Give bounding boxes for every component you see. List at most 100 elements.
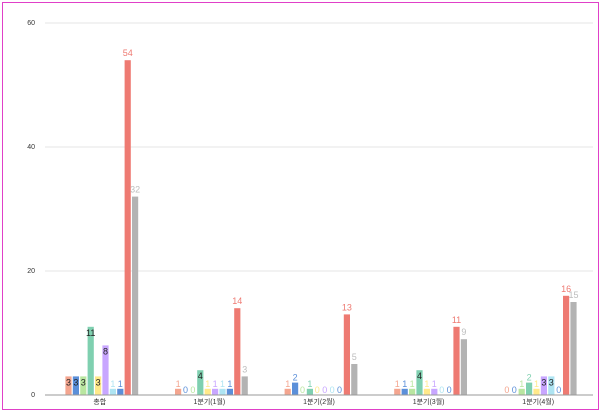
bar xyxy=(65,376,72,395)
bar-value-label: 1 xyxy=(402,379,407,389)
bar-value-label: 1 xyxy=(220,379,225,389)
bar-value-label: 1 xyxy=(227,379,232,389)
bar-value-label: 1 xyxy=(285,379,290,389)
y-tick-label: 40 xyxy=(27,144,35,151)
bar xyxy=(72,376,79,395)
bar-value-label: 14 xyxy=(232,296,242,306)
bar-value-label: 0 xyxy=(504,385,509,395)
x-axis-ticks: 총합 1분기(1월) 1분기(2월) 1분기(3월) 1분기(4월) xyxy=(93,397,554,406)
x-tick-label: 1분기(3월) xyxy=(413,397,445,406)
bar-value-label: 3 xyxy=(242,364,247,374)
bar xyxy=(343,314,350,395)
bar-value-label: 9 xyxy=(461,327,466,337)
bar xyxy=(109,388,116,395)
bar-value-label: 2 xyxy=(527,373,532,383)
bar xyxy=(102,345,109,395)
x-tick-label: 1분기(1월) xyxy=(194,397,226,406)
bar-value-label: 0 xyxy=(556,385,561,395)
bar-value-label: 32 xyxy=(130,185,140,195)
y-tick-label: 20 xyxy=(27,268,35,275)
bar xyxy=(226,388,233,395)
bar xyxy=(284,388,291,395)
bar-value-label: 3 xyxy=(541,377,546,387)
bar xyxy=(460,339,467,395)
bar-value-label: 4 xyxy=(417,371,422,381)
bar xyxy=(197,370,204,395)
x-tick-label: 총합 xyxy=(93,397,106,406)
bar-value-label: 0 xyxy=(337,385,342,395)
bar-value-label: 1 xyxy=(534,379,539,389)
y-tick-label: 0 xyxy=(31,392,35,399)
bar-value-label: 3 xyxy=(81,377,86,387)
bar xyxy=(394,388,401,395)
bar-value-label: 1 xyxy=(176,379,181,389)
bar xyxy=(204,388,211,395)
bar-value-label: 0 xyxy=(190,385,195,395)
bar-value-label: 4 xyxy=(198,371,203,381)
bar xyxy=(117,388,124,395)
bar-value-label: 1 xyxy=(205,379,210,389)
bar xyxy=(416,370,423,395)
bar xyxy=(219,388,226,395)
bar-value-label: 8 xyxy=(103,346,108,356)
bar-value-label: 13 xyxy=(342,302,352,312)
bar-value-label: 1 xyxy=(432,379,437,389)
bar-value-label: 0 xyxy=(300,385,305,395)
bar-value-label: 11 xyxy=(86,328,95,338)
bar-value-label: 0 xyxy=(447,385,452,395)
bar-value-label: 3 xyxy=(66,377,71,387)
bar-value-label: 54 xyxy=(123,48,133,58)
bar-value-label: 5 xyxy=(352,352,357,362)
bars xyxy=(65,60,577,395)
bar xyxy=(306,388,313,395)
x-tick-label: 1분기(2월) xyxy=(303,397,335,406)
bar xyxy=(292,382,299,395)
bar xyxy=(175,388,182,395)
bar xyxy=(234,308,241,395)
bar xyxy=(423,388,430,395)
y-tick-label: 60 xyxy=(27,20,35,27)
bar-value-label: 1 xyxy=(118,379,123,389)
y-axis-ticks: 0 20 40 60 xyxy=(27,20,35,399)
bar xyxy=(563,295,570,395)
bar xyxy=(80,376,87,395)
bar xyxy=(351,364,358,395)
bar-value-label: 1 xyxy=(307,379,312,389)
bar-value-label: 1 xyxy=(519,379,524,389)
bar xyxy=(431,388,438,395)
bar-value-label: 1 xyxy=(213,379,218,389)
bar-value-label: 2 xyxy=(293,373,298,383)
bar-value-label: 0 xyxy=(439,385,444,395)
bar xyxy=(87,326,94,395)
bar xyxy=(526,382,533,395)
bar xyxy=(132,196,139,395)
bar-value-label: 0 xyxy=(322,385,327,395)
bar-value-label: 0 xyxy=(330,385,335,395)
bar xyxy=(401,388,408,395)
bar xyxy=(570,302,577,395)
bar-value-label: 0 xyxy=(512,385,517,395)
bar-value-label: 1 xyxy=(110,379,115,389)
bar-value-label: 15 xyxy=(568,290,578,300)
bar xyxy=(212,388,219,395)
bar-value-label: 16 xyxy=(561,284,571,294)
bar-value-label: 3 xyxy=(549,377,554,387)
bar-value-label: 0 xyxy=(315,385,320,395)
bar xyxy=(124,60,131,395)
chart-frame: 0 20 40 60 3 3 3 11 3 8 1 1 54 32 1 0 0 4 1 1 1 1 14 3 1 2 0 1 0 0 0 0… xyxy=(2,2,599,410)
bar xyxy=(95,376,102,395)
bar xyxy=(548,376,555,395)
x-tick-label: 1분기(4월) xyxy=(522,397,554,406)
bar xyxy=(533,388,540,395)
bar-value-label: 1 xyxy=(395,379,400,389)
bar-value-label: 1 xyxy=(410,379,415,389)
bar-value-label: 11 xyxy=(452,315,461,325)
bar xyxy=(453,326,460,395)
bar xyxy=(409,388,416,395)
bar-value-label: 3 xyxy=(73,377,78,387)
bar-value-label: 0 xyxy=(183,385,188,395)
bar xyxy=(241,376,248,395)
bar xyxy=(540,376,547,395)
